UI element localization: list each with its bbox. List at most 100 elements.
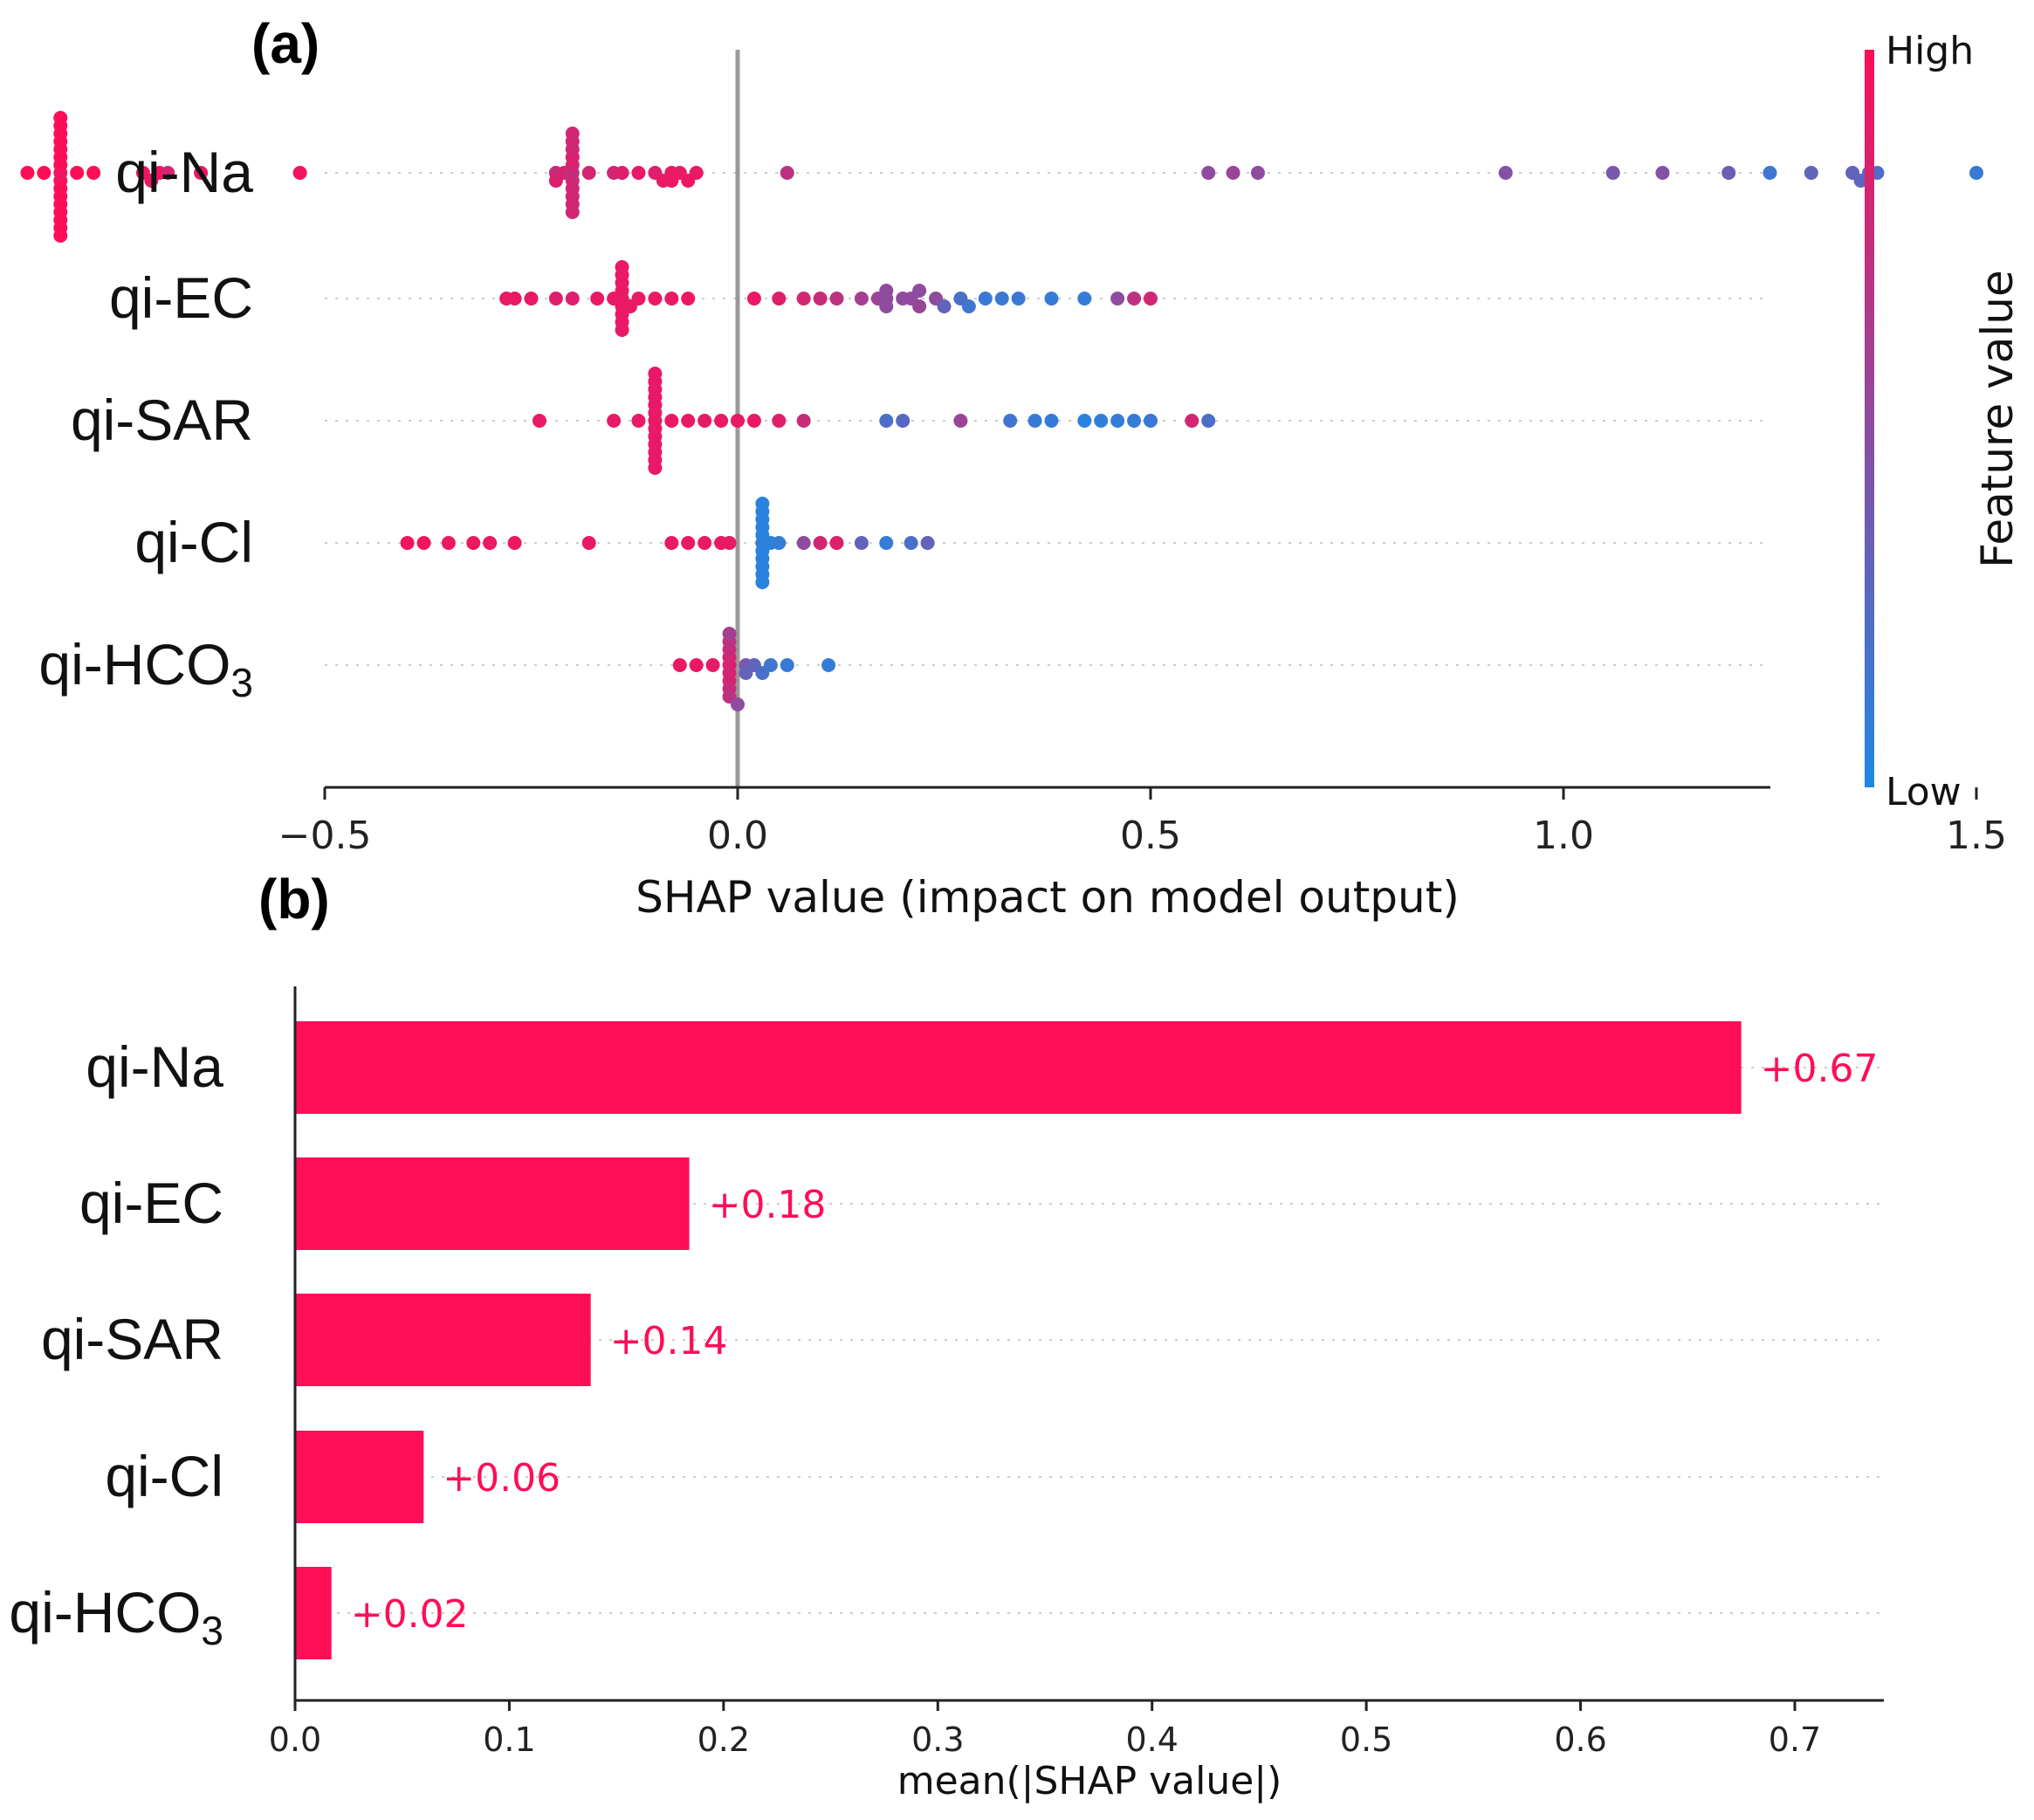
dot-qi-sar-31 bbox=[1094, 414, 1109, 428]
dot-qi-na-48 bbox=[656, 174, 670, 188]
panel-b-label: (b) bbox=[258, 868, 330, 931]
category-label-subscript: 3 bbox=[201, 1608, 223, 1653]
bar-qi-ec bbox=[295, 1157, 690, 1250]
colorbar-low-label: Low bbox=[1886, 770, 1962, 814]
feature-label-main: qi-SAR bbox=[71, 388, 253, 452]
feature-label-qi-cl: qi-Cl bbox=[134, 510, 253, 574]
dot-qi-ec-4 bbox=[565, 292, 580, 306]
bar-x-tick-label: 0.3 bbox=[911, 1720, 964, 1759]
bar-x-tick-label: 0.0 bbox=[269, 1720, 321, 1759]
dot-qi-ec-38 bbox=[961, 299, 976, 313]
beeswarm-x-axis-label: SHAP value (impact on model output) bbox=[636, 872, 1460, 923]
bars bbox=[295, 1021, 1742, 1659]
dot-qi-na-40 bbox=[548, 174, 563, 188]
dot-qi-cl-26 bbox=[813, 536, 828, 550]
dot-qi-hco3-0 bbox=[672, 658, 687, 672]
feature-label-qi-hco3: qi-HCO3 bbox=[38, 632, 253, 705]
bar-x-tick-label: 0.2 bbox=[697, 1720, 750, 1759]
dot-qi-sar-34 bbox=[1144, 414, 1158, 428]
beeswarm-feature-labels: qi-Na qi-EC qi-SAR qi-Cl qi-HCO3 bbox=[38, 140, 253, 705]
dot-qi-sar-16 bbox=[664, 414, 679, 428]
dot-qi-hco3-18 bbox=[780, 658, 794, 672]
dot-qi-ec-40 bbox=[994, 292, 1009, 306]
dot-qi-sar-30 bbox=[1077, 414, 1092, 428]
dot-qi-cl-27 bbox=[829, 536, 844, 550]
dot-qi-sar-25 bbox=[896, 414, 910, 428]
dot-qi-cl-5 bbox=[507, 536, 522, 550]
dot-qi-na-56 bbox=[1605, 166, 1620, 180]
dot-qi-sar-32 bbox=[1110, 414, 1125, 428]
dot-qi-cl-0 bbox=[400, 536, 415, 550]
bar-x-tick-label: 0.6 bbox=[1554, 1720, 1606, 1759]
dot-qi-cl-6 bbox=[581, 536, 596, 550]
dot-qi-na-19 bbox=[20, 166, 35, 180]
category-label-qi-ec: qi-EC bbox=[79, 1171, 223, 1235]
dot-qi-sar-23 bbox=[796, 414, 811, 428]
feature-label-main: qi-HCO bbox=[38, 632, 230, 697]
dot-qi-hco3-1 bbox=[689, 658, 704, 672]
dot-qi-ec-24 bbox=[813, 292, 828, 306]
dot-qi-ec-22 bbox=[772, 292, 787, 306]
dot-qi-ec-21 bbox=[746, 292, 761, 306]
bar-value-qi-sar: +0.14 bbox=[610, 1319, 728, 1363]
dot-qi-na-53 bbox=[1226, 166, 1240, 180]
dot-qi-na-51 bbox=[780, 166, 794, 180]
dot-qi-ec-46 bbox=[1144, 292, 1158, 306]
colorbar-title: Feature value bbox=[1972, 270, 2023, 567]
dot-qi-sar-22 bbox=[772, 414, 787, 428]
dot-qi-na-59 bbox=[1763, 166, 1777, 180]
dot-qi-ec-3 bbox=[548, 292, 563, 306]
feature-label-main: qi-EC bbox=[109, 265, 253, 330]
dot-qi-ec-17 bbox=[623, 299, 638, 313]
dot-qi-sar-1 bbox=[607, 414, 622, 428]
beeswarm-dots bbox=[20, 111, 1983, 711]
dot-qi-hco3-2 bbox=[705, 658, 720, 672]
dot-qi-ec-20 bbox=[681, 292, 696, 306]
bar-panel: (b) +0.67 +0.18 +0.14 +0.06 +0.02 qi-Na qi-EC… bbox=[9, 868, 1884, 1803]
dot-qi-sar-36 bbox=[1201, 414, 1216, 428]
dot-qi-ec-44 bbox=[1110, 292, 1125, 306]
dot-qi-cl-4 bbox=[483, 536, 498, 550]
bar-qi-na bbox=[295, 1021, 1742, 1114]
dot-qi-sar-14 bbox=[648, 461, 663, 475]
bar-value-qi-ec: +0.18 bbox=[709, 1183, 827, 1227]
dot-qi-na-17 bbox=[37, 166, 52, 180]
feature-label-main: qi-Na bbox=[115, 140, 253, 204]
dot-qi-ec-33 bbox=[912, 299, 927, 313]
bar-category-labels: qi-Na qi-EC qi-SAR qi-Cl qi-HCO3 bbox=[9, 1034, 223, 1653]
dot-qi-na-14 bbox=[53, 111, 68, 125]
bar-x-tick-label: 0.1 bbox=[483, 1720, 535, 1759]
category-label-qi-cl: qi-Cl bbox=[105, 1444, 223, 1508]
dot-qi-na-18 bbox=[86, 166, 101, 180]
dot-qi-sar-18 bbox=[697, 414, 712, 428]
dot-qi-ec-2 bbox=[524, 292, 539, 306]
category-label-main: qi-Na bbox=[86, 1034, 223, 1099]
dot-qi-ec-34 bbox=[912, 284, 927, 298]
dot-qi-cl-29 bbox=[879, 536, 894, 550]
category-label-main: qi-EC bbox=[79, 1171, 223, 1235]
dot-qi-ec-30 bbox=[879, 284, 894, 298]
dot-qi-na-58 bbox=[1721, 166, 1736, 180]
dot-qi-na-15 bbox=[53, 229, 68, 243]
bar-value-qi-na: +0.67 bbox=[1761, 1047, 1879, 1091]
dot-qi-na-43 bbox=[631, 166, 646, 180]
dot-qi-ec-26 bbox=[854, 292, 869, 306]
dot-qi-cl-2 bbox=[441, 536, 456, 550]
dot-qi-sar-35 bbox=[1185, 414, 1199, 428]
dot-qi-ec-36 bbox=[937, 299, 952, 313]
dot-qi-ec-1 bbox=[507, 292, 522, 306]
dot-qi-na-23 bbox=[161, 166, 175, 180]
dot-qi-ec-45 bbox=[1127, 292, 1142, 306]
bar-x-tick-label: 0.7 bbox=[1769, 1720, 1821, 1759]
dot-qi-na-37 bbox=[565, 205, 580, 219]
dot-qi-ec-14 bbox=[615, 323, 629, 337]
feature-label-qi-ec: qi-EC bbox=[109, 265, 253, 330]
dot-qi-ec-39 bbox=[978, 292, 993, 306]
bar-qi-sar bbox=[295, 1294, 591, 1386]
dot-qi-sar-2 bbox=[631, 414, 646, 428]
colorbar-high-label: High bbox=[1886, 29, 1974, 73]
beeswarm-panel: (a) qi-Na qi-EC qi-SAR qi-Cl qi-HCO3 −0.5 0.0… bbox=[20, 12, 2023, 923]
bar-x-tick-label: 0.5 bbox=[1340, 1720, 1392, 1759]
dot-qi-cl-31 bbox=[920, 536, 935, 550]
